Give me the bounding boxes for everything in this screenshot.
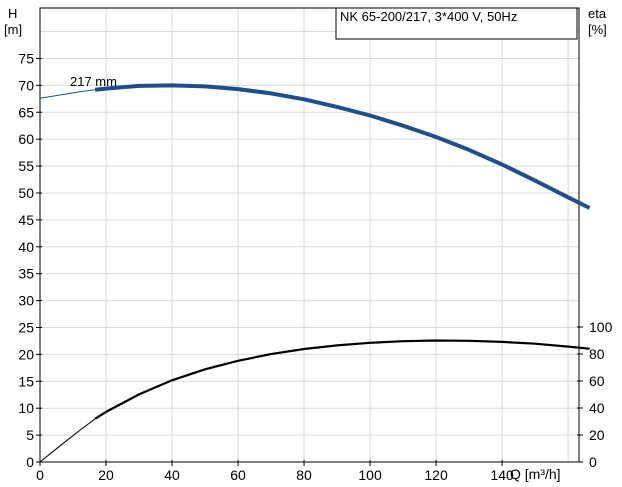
- y-left-tick-label: 30: [18, 293, 34, 309]
- annotation-217mm: 217 mm: [70, 74, 117, 89]
- y-left-tick-label: 55: [18, 158, 34, 174]
- y-right-tick-label: 20: [589, 427, 605, 443]
- y-right-label-line2: [%]: [588, 22, 607, 37]
- x-tick-label: 20: [98, 467, 114, 483]
- y-left-tick-label: 10: [18, 400, 34, 416]
- x-axis-label: Q [m³/h]: [510, 466, 561, 482]
- y-left-tick-label: 15: [18, 373, 34, 389]
- y-left-tick-label: 45: [18, 212, 34, 228]
- y-left-tick-label: 40: [18, 239, 34, 255]
- x-tick-label: 120: [424, 467, 448, 483]
- y-left-label-line2: [m]: [4, 22, 22, 37]
- y-right-tick-label: 0: [589, 454, 597, 470]
- chart-title: NK 65-200/217, 3*400 V, 50Hz: [340, 9, 517, 24]
- y-left-tick-label: 60: [18, 131, 34, 147]
- y-right-tick-label: 40: [589, 400, 605, 416]
- y-left-label-line1: H: [8, 6, 17, 21]
- plot-background: [40, 8, 579, 462]
- y-right-tick-label: 60: [589, 373, 605, 389]
- x-tick-label: 80: [296, 467, 312, 483]
- y-left-tick-label: 50: [18, 185, 34, 201]
- y-right-label-line1: eta: [588, 6, 607, 21]
- y-left-tick-label: 35: [18, 266, 34, 282]
- y-left-tick-label: 0: [26, 454, 34, 470]
- y-left-tick-label: 25: [18, 319, 34, 335]
- x-tick-label: 0: [36, 467, 44, 483]
- y-right-tick-label: 80: [589, 346, 605, 362]
- y-left-tick-label: 75: [18, 50, 34, 66]
- x-tick-label: 60: [230, 467, 246, 483]
- x-tick-label: 40: [164, 467, 180, 483]
- y-left-tick-label: 65: [18, 104, 34, 120]
- y-right-tick-label: 100: [589, 319, 613, 335]
- y-left-tick-label: 20: [18, 346, 34, 362]
- y-left-tick-label: 5: [26, 427, 34, 443]
- x-tick-label: 100: [358, 467, 382, 483]
- y-left-tick-label: 70: [18, 77, 34, 93]
